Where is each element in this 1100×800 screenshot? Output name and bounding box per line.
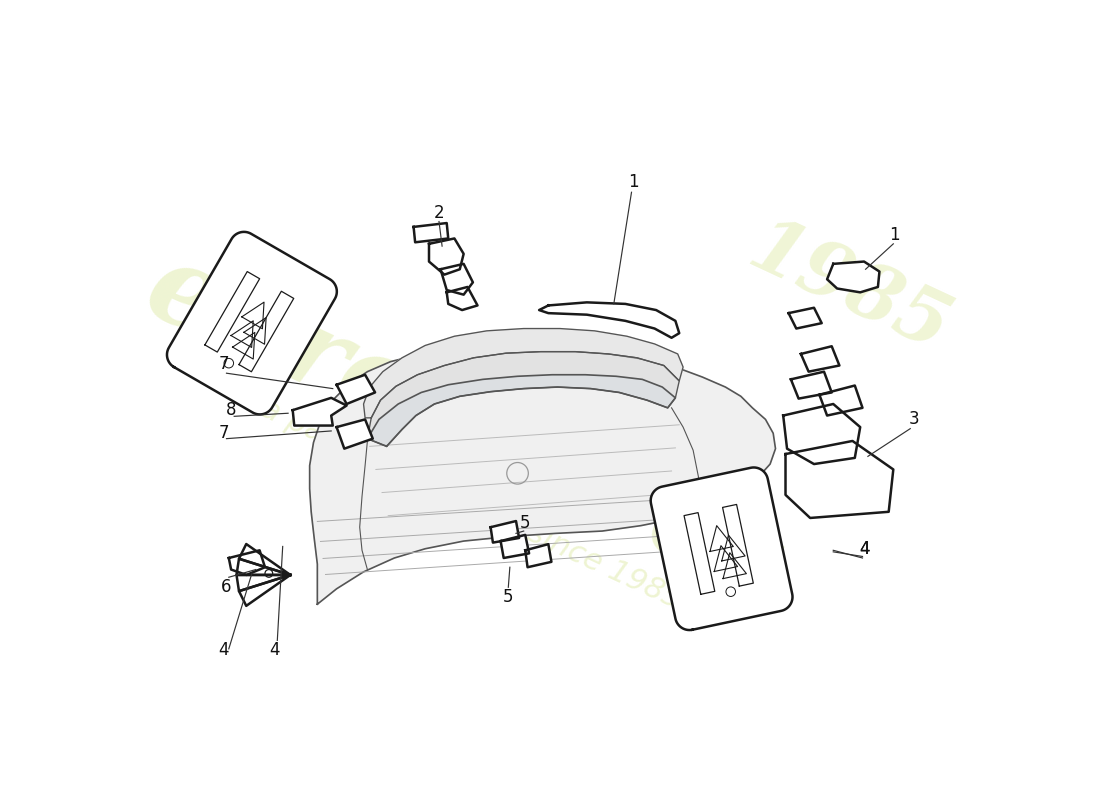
Polygon shape [414,223,449,242]
Polygon shape [229,550,265,575]
Polygon shape [827,262,880,292]
Text: 7: 7 [218,355,229,373]
Polygon shape [239,575,290,606]
Text: a passion for parts since 1985: a passion for parts since 1985 [256,394,686,614]
Polygon shape [236,558,290,575]
Polygon shape [789,308,822,329]
Text: 1: 1 [890,226,900,243]
Polygon shape [236,575,290,591]
Polygon shape [783,404,860,464]
Polygon shape [293,398,346,426]
Text: 4: 4 [859,540,869,558]
Text: 3: 3 [909,410,920,429]
Polygon shape [337,419,373,449]
Polygon shape [539,302,680,338]
Text: 2: 2 [433,204,444,222]
Polygon shape [310,349,776,604]
Text: eurospares: eurospares [129,233,799,622]
Polygon shape [500,535,529,558]
Text: 7: 7 [218,424,229,442]
Polygon shape [367,374,675,446]
Polygon shape [239,544,290,575]
Polygon shape [791,372,832,398]
Text: 8: 8 [226,401,236,419]
Polygon shape [785,441,893,518]
Text: 5: 5 [503,587,514,606]
Text: 1: 1 [628,174,638,191]
Polygon shape [363,329,683,418]
Polygon shape [491,521,519,542]
Polygon shape [367,352,680,446]
Polygon shape [440,264,473,294]
Polygon shape [337,374,375,404]
Polygon shape [429,238,464,274]
Polygon shape [651,467,792,630]
Text: 4: 4 [218,642,229,659]
Polygon shape [447,287,477,310]
Text: 5: 5 [520,514,530,532]
Polygon shape [820,386,862,415]
Polygon shape [801,346,839,372]
Polygon shape [167,232,337,414]
Polygon shape [526,544,551,567]
Text: 6: 6 [221,578,232,596]
Text: 1985: 1985 [737,210,960,367]
Text: 4: 4 [859,540,869,558]
Text: 4: 4 [270,642,280,659]
